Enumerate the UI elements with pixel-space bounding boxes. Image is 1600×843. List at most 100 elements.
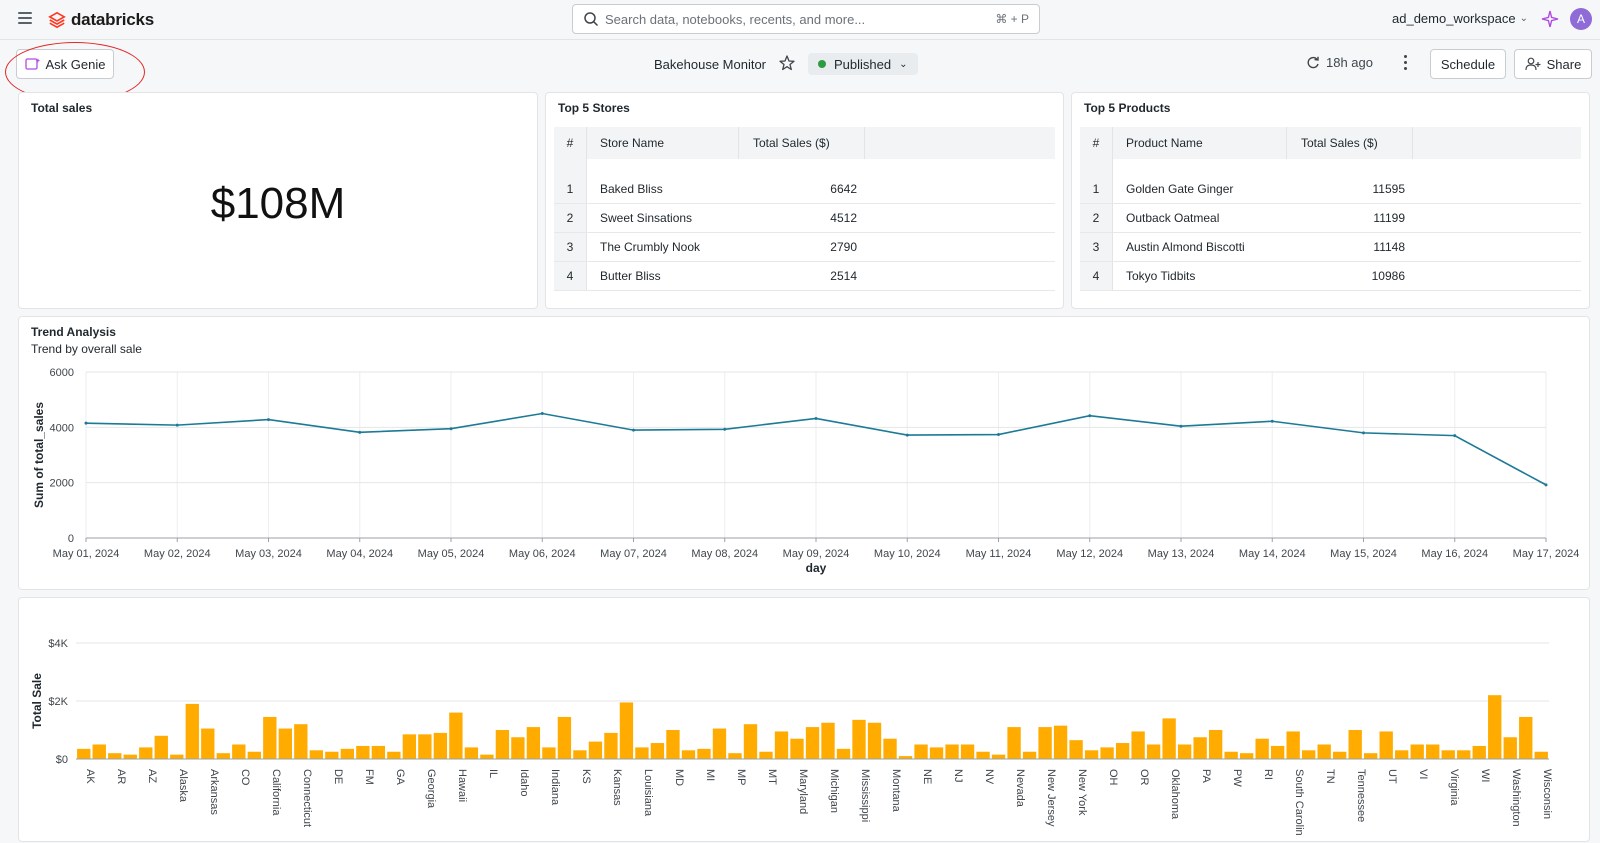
x-tick-label: Washington — [1510, 769, 1522, 827]
x-tick-label: Maryland — [797, 769, 809, 814]
state-bar — [77, 748, 91, 759]
state-bar — [232, 744, 246, 759]
table-header: # Product Name Total Sales ($) — [1080, 127, 1581, 159]
x-tick-label: Wisconsin — [1541, 769, 1553, 819]
column-header[interactable]: Total Sales ($) — [1287, 127, 1413, 159]
x-tick-label: AZ — [146, 769, 158, 783]
trend-line-chart: 0 2000 4000 6000 May 01, 2024 May 02, 2024 May… — [32, 367, 1580, 575]
x-tick-label: TN — [1324, 769, 1336, 784]
chevron-down-icon: ⌄ — [899, 58, 908, 70]
state-bar — [1115, 743, 1130, 759]
row-number: 2 — [1080, 204, 1113, 232]
column-header[interactable]: # — [554, 127, 587, 159]
trend-point — [1453, 434, 1457, 438]
state-bar — [185, 703, 199, 759]
menu-icon[interactable] — [18, 12, 32, 24]
avatar[interactable]: A — [1570, 8, 1592, 30]
trend-point — [1544, 483, 1548, 487]
state-bar — [340, 748, 355, 759]
trend-point — [905, 433, 909, 437]
state-bar — [635, 747, 649, 759]
state-bar — [1193, 737, 1207, 759]
state-bar — [1239, 753, 1254, 759]
x-tick-label: May 15, 2024 — [1330, 548, 1397, 560]
x-tick-label: May 01, 2024 — [53, 548, 120, 560]
total-sales-value: $108M — [210, 179, 346, 228]
state-bar — [1519, 716, 1533, 759]
top-stores-card: Top 5 Stores # Store Name Total Sales ($… — [545, 92, 1064, 309]
state-bar — [712, 728, 727, 759]
state-bar — [1162, 718, 1176, 759]
table-header: # Store Name Total Sales ($) — [554, 127, 1055, 159]
state-bar — [960, 744, 975, 759]
assistant-sparkle-icon[interactable] — [1541, 10, 1559, 28]
state-bar — [991, 754, 1006, 759]
x-tick-label: Mississippi — [859, 769, 871, 822]
state-bar — [604, 732, 618, 759]
state-bar — [418, 734, 432, 759]
top-products-table: # Product Name Total Sales ($) 1 Golden … — [1080, 127, 1581, 291]
table-row: 2 Outback Oatmeal 11199 — [1080, 204, 1581, 233]
x-tick-label: May 02, 2024 — [144, 548, 211, 560]
column-header[interactable]: Product Name — [1113, 127, 1287, 159]
state-bar — [681, 750, 696, 759]
state-bar — [1038, 727, 1052, 759]
x-tick-label: May 16, 2024 — [1421, 548, 1488, 560]
x-tick-label: Louisiana — [642, 769, 654, 817]
more-options-icon[interactable] — [1404, 55, 1408, 71]
column-header[interactable]: Store Name — [587, 127, 739, 159]
state-bar — [1177, 744, 1192, 759]
state-bar — [387, 751, 401, 759]
databricks-logo-icon — [48, 11, 66, 29]
column-header[interactable]: Total Sales ($) — [739, 127, 865, 159]
trend-point — [449, 427, 453, 431]
state-bar — [1441, 750, 1455, 759]
x-tick-label: California — [270, 769, 282, 816]
y-tick-label: 4000 — [50, 422, 74, 434]
search-input[interactable]: Search data, notebooks, recents, and mor… — [572, 4, 1040, 34]
y-tick-label: 6000 — [50, 367, 74, 379]
workspace-name: ad_demo_workspace — [1392, 11, 1516, 26]
share-button[interactable]: Share — [1514, 49, 1592, 79]
column-header[interactable]: # — [1080, 127, 1113, 159]
state-bar — [1534, 751, 1548, 759]
state-bar — [92, 744, 106, 759]
state-bar — [1022, 751, 1037, 759]
state-bar — [1395, 750, 1409, 759]
x-tick-label: WI — [1479, 769, 1491, 782]
x-tick-label: Virginia — [1448, 769, 1460, 806]
x-tick-label: NJ — [952, 769, 964, 782]
state-bar — [1208, 730, 1223, 759]
x-tick-label: May 10, 2024 — [874, 548, 941, 560]
state-bar — [759, 751, 773, 759]
schedule-button[interactable]: Schedule — [1430, 49, 1506, 79]
brand-logo[interactable]: databricks — [48, 9, 154, 31]
x-tick-label: Tennessee — [1355, 769, 1367, 822]
sales-value-cell: 2514 — [830, 269, 857, 283]
x-tick-label: New Jersey — [1045, 769, 1057, 827]
x-tick-label: May 13, 2024 — [1148, 548, 1215, 560]
state-bar — [821, 722, 835, 759]
state-bar — [1270, 745, 1285, 759]
x-tick-label: PW — [1231, 769, 1243, 787]
refresh-button[interactable]: 18h ago — [1306, 55, 1373, 70]
x-tick-label: OR — [1138, 769, 1150, 786]
state-bar — [790, 738, 804, 759]
refresh-time: 18h ago — [1326, 55, 1373, 70]
state-bar — [836, 748, 851, 759]
store-name-cell: Baked Bliss — [600, 182, 663, 196]
state-bar — [1224, 751, 1238, 759]
publish-status-dropdown[interactable]: Published ⌄ — [808, 53, 918, 75]
search-placeholder: Search data, notebooks, recents, and mor… — [605, 11, 866, 27]
x-tick-label: MT — [766, 769, 778, 785]
table-row: 1 Golden Gate Ginger 11595 — [1080, 175, 1581, 204]
x-tick-label: May 06, 2024 — [509, 548, 576, 560]
x-tick-label: May 17, 2024 — [1513, 548, 1580, 560]
publish-status-label: Published — [834, 56, 892, 72]
state-bar — [325, 751, 339, 759]
state-bar — [247, 751, 261, 759]
trend-point — [1179, 424, 1183, 428]
total-sales-title: Total sales — [31, 101, 93, 115]
workspace-selector[interactable]: ad_demo_workspace ⌄ — [1392, 11, 1528, 26]
favorite-star-icon[interactable] — [778, 54, 796, 72]
